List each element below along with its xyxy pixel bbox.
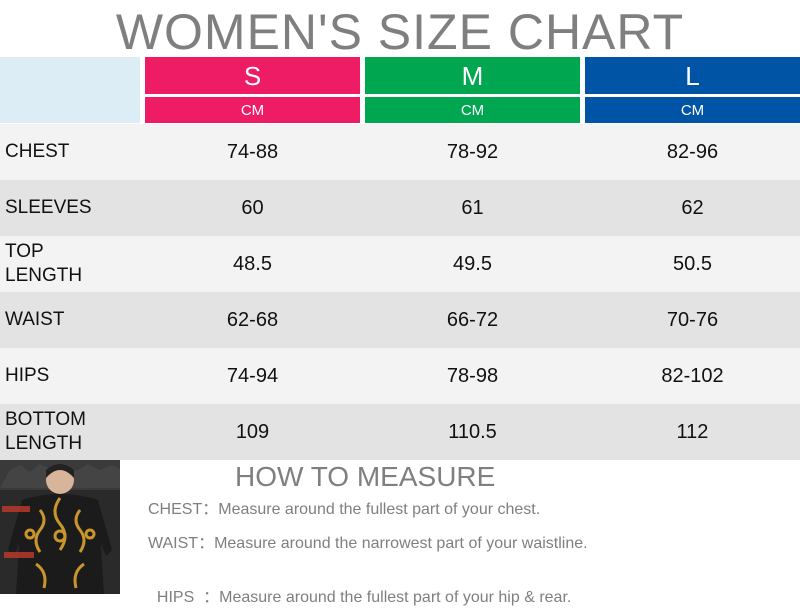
row-label: WAIST [5, 309, 65, 330]
cell-value-s: 60 [241, 196, 264, 219]
row-label: BOTTOM LENGTH [5, 409, 86, 454]
table-row-chest: CHEST 74-88 78-92 82-96 [0, 124, 800, 180]
table-row-sleeves: SLEEVES 60 61 62 [0, 180, 800, 236]
row-label: CHEST [5, 141, 70, 162]
cell-value-m: 61 [461, 196, 484, 219]
table-row-waist: WAIST 62-68 66-72 70-76 [0, 292, 800, 348]
cell-value-s: 62-68 [226, 308, 279, 331]
page-title: WOMEN'S SIZE CHART [115, 4, 685, 60]
measure-item-waist: WAIST：Measure around the narrowest part … [148, 534, 588, 554]
measure-term: HIPS ： [156, 589, 220, 606]
cell-value-l: 62 [681, 196, 704, 219]
cell-value-l: 50.5 [673, 252, 712, 275]
cell-value-m: 66-72 [446, 308, 499, 331]
unit-header-l: CM [585, 97, 800, 123]
cell-value-s: 74-94 [226, 364, 279, 387]
header-corner [0, 57, 140, 123]
measure-desc: Measure around the narrowest part of you… [214, 535, 588, 552]
unit-header-m: CM [365, 97, 580, 123]
table-row-hips: HIPS 74-94 78-98 82-102 [0, 348, 800, 404]
measure-desc: Measure around the fullest part of your … [218, 501, 541, 518]
measure-item-hips: HIPS ：Measure around the fullest part of… [148, 568, 571, 608]
size-header-s: S [145, 57, 360, 94]
cell-value-m: 78-98 [446, 364, 499, 387]
cell-value-m: 49.5 [453, 252, 492, 275]
cell-value-l: 82-96 [666, 140, 719, 163]
measure-desc: Measure around the fullest part of your … [219, 589, 572, 606]
cell-value-m: 78-92 [446, 140, 499, 163]
cell-value-l: 112 [676, 420, 709, 443]
cell-value-l: 70-76 [666, 308, 719, 331]
product-photo-illustration [0, 460, 120, 594]
size-header-l: L [585, 57, 800, 94]
measure-item-chest: CHEST：Measure around the fullest part of… [148, 500, 540, 520]
cell-value-s: 74-88 [226, 140, 279, 163]
cell-value-l: 82-102 [661, 364, 724, 387]
table-row-top-length: TOP LENGTH 48.5 49.5 50.5 [0, 236, 800, 292]
how-to-measure-title: HOW TO MEASURE [235, 461, 496, 492]
row-label: HIPS [5, 365, 50, 386]
measure-term: WAIST： [148, 535, 215, 552]
cell-value-s: 109 [235, 420, 270, 443]
row-label: TOP LENGTH [5, 241, 83, 286]
cell-value-s: 48.5 [233, 252, 272, 275]
row-label: SLEEVES [5, 197, 92, 218]
measure-term: CHEST： [148, 501, 219, 518]
size-header-m: M [365, 57, 580, 94]
table-row-bottom-length: BOTTOM LENGTH 109 110.5 112 [0, 404, 800, 460]
cell-value-m: 110.5 [448, 420, 497, 443]
product-photo [0, 460, 120, 594]
unit-header-s: CM [145, 97, 360, 123]
